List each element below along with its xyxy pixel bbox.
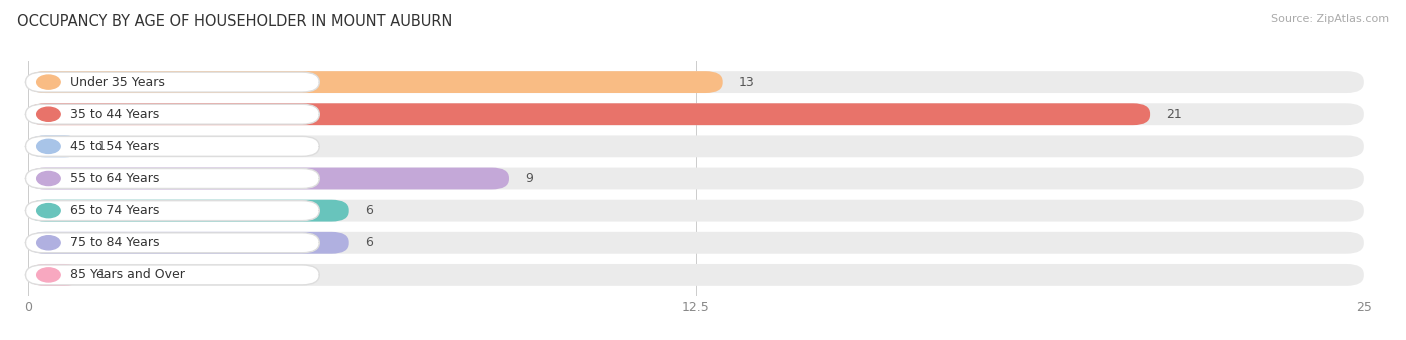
Circle shape — [37, 204, 60, 218]
Text: Under 35 Years: Under 35 Years — [70, 75, 165, 89]
Text: 35 to 44 Years: 35 to 44 Years — [70, 108, 159, 121]
FancyBboxPatch shape — [28, 200, 1364, 222]
FancyBboxPatch shape — [25, 201, 319, 221]
FancyBboxPatch shape — [25, 72, 319, 92]
Text: 85 Years and Over: 85 Years and Over — [70, 268, 184, 282]
Text: Source: ZipAtlas.com: Source: ZipAtlas.com — [1271, 14, 1389, 23]
FancyBboxPatch shape — [28, 200, 349, 222]
Circle shape — [37, 236, 60, 250]
FancyBboxPatch shape — [28, 103, 1150, 125]
Text: 65 to 74 Years: 65 to 74 Years — [70, 204, 159, 217]
Text: 1: 1 — [97, 268, 105, 282]
FancyBboxPatch shape — [28, 168, 509, 189]
Text: 75 to 84 Years: 75 to 84 Years — [70, 236, 159, 249]
FancyBboxPatch shape — [28, 71, 723, 93]
Text: 1: 1 — [97, 140, 105, 153]
Text: OCCUPANCY BY AGE OF HOUSEHOLDER IN MOUNT AUBURN: OCCUPANCY BY AGE OF HOUSEHOLDER IN MOUNT… — [17, 14, 453, 29]
Circle shape — [37, 75, 60, 89]
FancyBboxPatch shape — [28, 71, 1364, 93]
Circle shape — [37, 268, 60, 282]
Text: 21: 21 — [1166, 108, 1182, 121]
FancyBboxPatch shape — [28, 135, 82, 157]
FancyBboxPatch shape — [28, 232, 349, 254]
FancyBboxPatch shape — [28, 232, 1364, 254]
FancyBboxPatch shape — [28, 103, 1364, 125]
FancyBboxPatch shape — [25, 265, 319, 285]
FancyBboxPatch shape — [28, 168, 1364, 189]
FancyBboxPatch shape — [25, 233, 319, 253]
Circle shape — [37, 139, 60, 153]
Text: 9: 9 — [524, 172, 533, 185]
Text: 55 to 64 Years: 55 to 64 Years — [70, 172, 159, 185]
Text: 6: 6 — [364, 236, 373, 249]
FancyBboxPatch shape — [25, 104, 319, 124]
Text: 13: 13 — [738, 75, 755, 89]
Circle shape — [37, 171, 60, 186]
FancyBboxPatch shape — [25, 169, 319, 188]
FancyBboxPatch shape — [25, 136, 319, 156]
FancyBboxPatch shape — [28, 135, 1364, 157]
Text: 6: 6 — [364, 204, 373, 217]
FancyBboxPatch shape — [28, 264, 1364, 286]
Circle shape — [37, 107, 60, 121]
FancyBboxPatch shape — [28, 264, 82, 286]
Text: 45 to 54 Years: 45 to 54 Years — [70, 140, 159, 153]
